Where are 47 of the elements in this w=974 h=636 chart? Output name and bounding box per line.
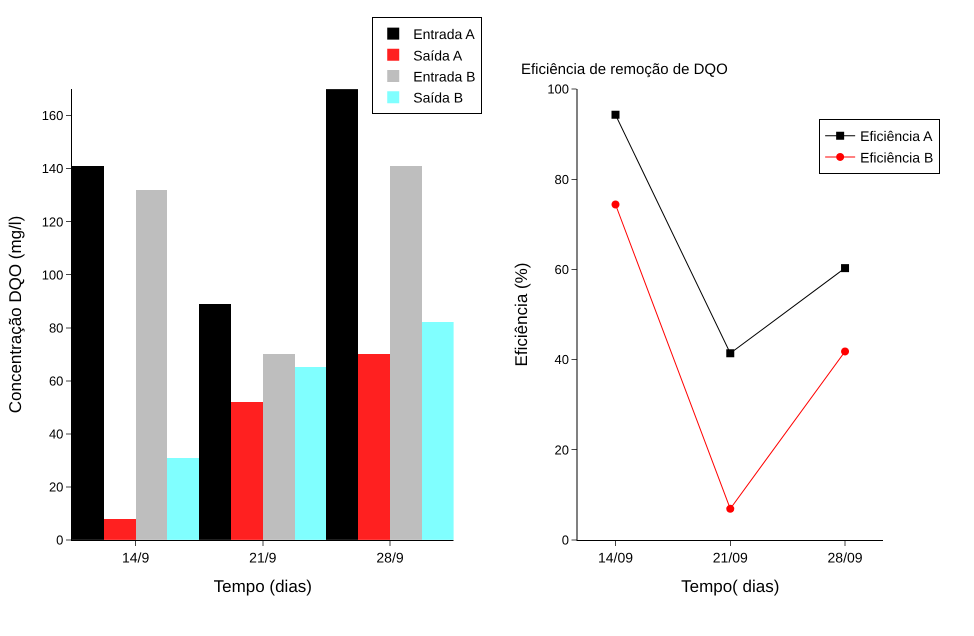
y-tick-label: 80 bbox=[554, 172, 570, 187]
y-tick-label: 0 bbox=[562, 532, 570, 548]
point bbox=[612, 110, 620, 119]
y-tick-label: 60 bbox=[554, 262, 570, 277]
x-axis-title: Tempo( dias) bbox=[681, 577, 780, 596]
point bbox=[726, 349, 734, 358]
bar bbox=[231, 402, 264, 540]
x-tick-label: 21/09 bbox=[712, 550, 748, 566]
x-tick-label: 28/9 bbox=[376, 550, 404, 566]
legend-label: Eficiência B bbox=[860, 149, 934, 166]
y-tick-label: 100 bbox=[547, 82, 570, 97]
y-tick-label: 0 bbox=[56, 532, 64, 548]
y-tick-label: 20 bbox=[554, 442, 570, 458]
bar bbox=[390, 166, 422, 540]
bar bbox=[136, 190, 168, 540]
point bbox=[612, 200, 620, 209]
y-tick-label: 40 bbox=[48, 426, 64, 442]
x-axis-title: Tempo (dias) bbox=[214, 577, 312, 596]
y-tick-label: 120 bbox=[42, 214, 64, 230]
bar bbox=[295, 367, 326, 540]
x-tick-label: 21/9 bbox=[249, 550, 277, 566]
y-axis-title: Eficiência (%) bbox=[512, 262, 531, 366]
x-tick-label: 28/09 bbox=[828, 550, 863, 566]
point bbox=[841, 347, 850, 356]
y-tick-label: 140 bbox=[42, 161, 64, 176]
legend-label: Eficiência A bbox=[860, 128, 934, 144]
legend-label: Entrada B bbox=[413, 68, 476, 84]
bar bbox=[167, 458, 200, 540]
chart-title: Eficiência de remoção de DQO bbox=[521, 61, 728, 78]
y-tick-label: 80 bbox=[48, 320, 64, 336]
bar bbox=[263, 354, 296, 540]
legend-label: Saída B bbox=[413, 90, 464, 106]
point bbox=[841, 264, 850, 272]
x-tick-label: 14/09 bbox=[598, 550, 634, 566]
point bbox=[726, 504, 734, 513]
y-tick-label: 160 bbox=[42, 108, 64, 124]
bar bbox=[422, 322, 454, 540]
y-tick-label: 100 bbox=[42, 267, 64, 282]
legend-label: Entrada A bbox=[413, 26, 476, 42]
y-tick-label: 40 bbox=[554, 352, 570, 368]
y-tick-label: 20 bbox=[48, 479, 64, 494]
legend-label: Saída A bbox=[413, 47, 463, 64]
bar bbox=[104, 519, 136, 540]
bar bbox=[358, 354, 390, 540]
y-tick-label: 60 bbox=[48, 373, 64, 388]
y-axis-title: Concentração DQO (mg/l) bbox=[6, 216, 26, 414]
x-tick-label: 14/9 bbox=[122, 550, 150, 566]
